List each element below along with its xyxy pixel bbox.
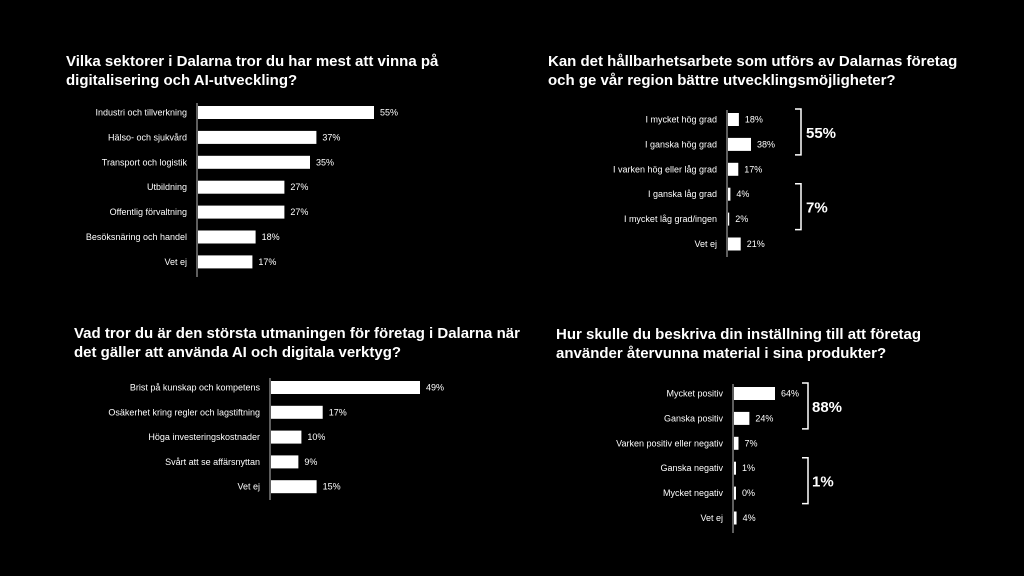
- bar: [728, 162, 739, 176]
- bar: [198, 106, 374, 119]
- bar: [271, 480, 317, 494]
- value-label: 7%: [744, 438, 757, 448]
- bar: [734, 411, 750, 425]
- bar: [271, 405, 323, 419]
- group-total-label: 1%: [812, 474, 834, 491]
- bar: [734, 436, 739, 450]
- value-label: 0%: [742, 488, 755, 498]
- value-label: 64%: [781, 389, 799, 399]
- value-label: 27%: [290, 207, 308, 217]
- value-label: 55%: [380, 108, 398, 118]
- value-label: 15%: [323, 482, 341, 492]
- category-label: I mycket låg grad/ingen: [624, 214, 717, 224]
- category-label: Vet ej: [164, 257, 187, 267]
- category-label: Utbildning: [147, 182, 187, 192]
- value-label: 17%: [744, 164, 762, 174]
- bar: [734, 511, 737, 525]
- bar: [734, 486, 736, 500]
- value-label: 18%: [745, 115, 763, 125]
- chart-title-challenges: Vad tror du är den största utmaningen fö…: [74, 325, 520, 361]
- group-total-label: 88%: [812, 399, 842, 416]
- bar: [728, 137, 751, 151]
- value-label: 17%: [329, 407, 347, 417]
- chart-title-sectors: Vilka sektorer i Dalarna tror du har mes…: [66, 53, 439, 89]
- value-label: 35%: [316, 157, 334, 167]
- category-label: I ganska hög grad: [645, 139, 717, 149]
- category-label: Transport och logistik: [102, 157, 188, 167]
- group-bracket: [795, 108, 802, 156]
- group-bracket: [802, 382, 809, 430]
- value-label: 18%: [262, 232, 280, 242]
- value-label: 17%: [258, 257, 276, 267]
- category-label: Brist på kunskap och kompetens: [130, 383, 261, 393]
- category-label: Offentlig förvaltning: [110, 207, 187, 217]
- chart-title-sustainability: Kan det hållbarhetsarbete som utförs av …: [548, 53, 958, 89]
- category-label: Vet ej: [694, 239, 717, 249]
- category-label: I mycket hög grad: [645, 115, 717, 125]
- bar: [198, 205, 285, 219]
- bar: [734, 387, 775, 400]
- value-label: 27%: [290, 182, 308, 192]
- category-label: I ganska låg grad: [648, 189, 717, 199]
- value-label: 37%: [322, 132, 340, 142]
- category-label: Svårt att se affärsnyttan: [165, 457, 260, 467]
- category-label: Ganska negativ: [660, 463, 723, 473]
- category-label: Ganska positiv: [664, 413, 724, 423]
- group-total-label: 55%: [806, 125, 836, 142]
- bar: [198, 130, 317, 144]
- bar: [728, 212, 730, 226]
- value-label: 4%: [736, 189, 749, 199]
- bar: [734, 461, 736, 475]
- category-label: Industri och tillverkning: [95, 108, 187, 118]
- category-label: Höga investeringskostnader: [148, 432, 260, 442]
- category-label: Varken positiv eller negativ: [616, 438, 723, 448]
- category-label: Hälso- och sjukvård: [108, 132, 187, 142]
- category-label: Vet ej: [237, 482, 260, 492]
- value-label: 38%: [757, 139, 775, 149]
- category-label: Mycket positiv: [666, 389, 723, 399]
- value-label: 9%: [304, 457, 317, 467]
- value-label: 1%: [742, 463, 755, 473]
- bar: [728, 187, 731, 201]
- bar: [271, 381, 420, 394]
- bar: [198, 180, 285, 194]
- group-bracket: [795, 182, 802, 231]
- chart-title-recycled: Hur skulle du beskriva din inställning t…: [556, 326, 922, 362]
- category-label: Besöksnäring och handel: [86, 232, 187, 242]
- category-label: Osäkerhet kring regler och lagstiftning: [108, 407, 260, 417]
- category-label: Mycket negativ: [663, 488, 724, 498]
- bar: [728, 113, 739, 126]
- bar: [271, 430, 302, 444]
- group-bracket: [802, 456, 809, 505]
- bar: [271, 455, 299, 469]
- value-label: 24%: [755, 413, 773, 423]
- category-label: I varken hög eller låg grad: [613, 164, 717, 174]
- bar: [198, 255, 253, 269]
- bar: [728, 237, 741, 251]
- value-label: 21%: [747, 239, 765, 249]
- value-label: 2%: [735, 214, 748, 224]
- value-label: 10%: [307, 432, 325, 442]
- bar: [198, 155, 310, 169]
- group-total-label: 7%: [806, 200, 828, 217]
- category-label: Vet ej: [700, 513, 723, 523]
- value-label: 4%: [743, 513, 756, 523]
- bar: [198, 230, 256, 244]
- value-label: 49%: [426, 383, 444, 393]
